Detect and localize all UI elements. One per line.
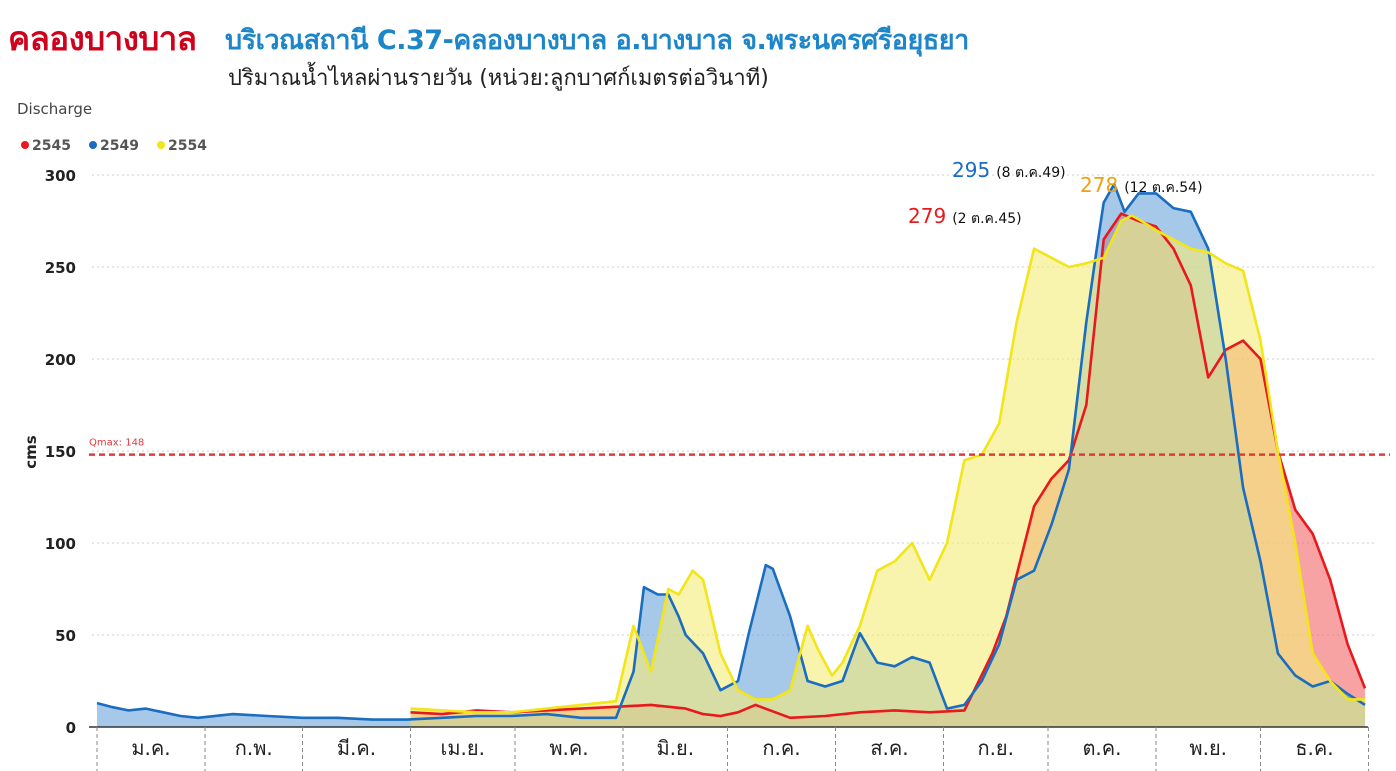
x-tick-label: มี.ค. <box>337 736 376 760</box>
area-2554 <box>410 215 1365 727</box>
x-tick-label: พ.ค. <box>549 736 588 760</box>
peak-annotation-2554: 278 (12 ต.ค.54) <box>1080 173 1203 197</box>
y-tick-label: 100 <box>45 535 76 553</box>
legend-label-2554: 2554 <box>168 138 207 154</box>
x-tick-label: ส.ค. <box>870 736 908 760</box>
chart-title: Discharge <box>17 100 92 118</box>
gridlines <box>92 174 1375 636</box>
peak-value: 295 <box>952 158 990 182</box>
legend-marker-2549 <box>89 141 97 149</box>
y-tick-label: 150 <box>45 443 76 461</box>
legend-label-2549: 2549 <box>100 138 139 154</box>
peak-date: (2 ต.ค.45) <box>952 211 1021 227</box>
peak-date: (8 ต.ค.49) <box>996 165 1065 181</box>
peak-date: (12 ต.ค.54) <box>1124 180 1202 196</box>
page-subtitle: ปริมาณน้ำไหลผ่านรายวัน (หน่วย:ลูกบาศก์เม… <box>228 66 769 91</box>
series-areas <box>96 182 1367 728</box>
legend-marker-2545 <box>21 141 29 149</box>
x-axis: ม.ค. ก.พ. มี.ค. เม.ย. พ.ค. มิ.ย. ก.ค. ส.ค. ก.ย. ต… <box>89 726 1369 771</box>
y-tick-label: 50 <box>55 627 76 645</box>
peak-value: 279 <box>908 204 946 228</box>
peak-annotation-2549: 295 (8 ต.ค.49) <box>952 158 1066 182</box>
legend-marker-2554 <box>157 141 165 149</box>
legend: 2545 2549 2554 <box>21 138 207 154</box>
y-tick-label: 0 <box>66 719 76 737</box>
x-tick-label: เม.ย. <box>441 736 485 760</box>
y-axis-label: cms <box>22 435 40 469</box>
line-2554 <box>410 214 1365 714</box>
x-tick-label: ก.ค. <box>762 736 800 760</box>
y-tick-label: 300 <box>45 167 76 185</box>
qmax-label: Qmax: 148 <box>89 438 144 449</box>
y-tick-label: 250 <box>45 259 76 277</box>
x-tick-label: ม.ค. <box>131 736 170 760</box>
x-tick-label: ธ.ค. <box>1295 736 1333 760</box>
x-tick-label: พ.ย. <box>1189 736 1227 760</box>
reference-line: Qmax: 148 <box>89 438 1390 456</box>
page-title: คลองบางบาล <box>8 19 197 58</box>
peak-value: 278 <box>1080 173 1118 197</box>
station-title: บริเวณสถานี C.37-คลองบางบาล อ.บางบาล จ.พ… <box>225 25 969 56</box>
y-tick-label: 200 <box>45 351 76 369</box>
x-tick-label: ก.ย. <box>977 736 1014 760</box>
x-tick-label: มิ.ย. <box>656 736 694 760</box>
x-tick-label: ต.ค. <box>1082 736 1121 760</box>
peak-annotations: 295 (8 ต.ค.49) 278 (12 ต.ค.54) 279 (2 ต.ค.45) <box>908 158 1203 228</box>
x-tick-label: ก.พ. <box>235 736 273 760</box>
peak-annotation-2545: 279 (2 ต.ค.45) <box>908 204 1022 228</box>
y-axis-ticks: 0 50 100 150 200 250 300 <box>45 167 76 737</box>
line-2549 <box>96 182 1366 721</box>
legend-label-2545: 2545 <box>32 138 71 154</box>
